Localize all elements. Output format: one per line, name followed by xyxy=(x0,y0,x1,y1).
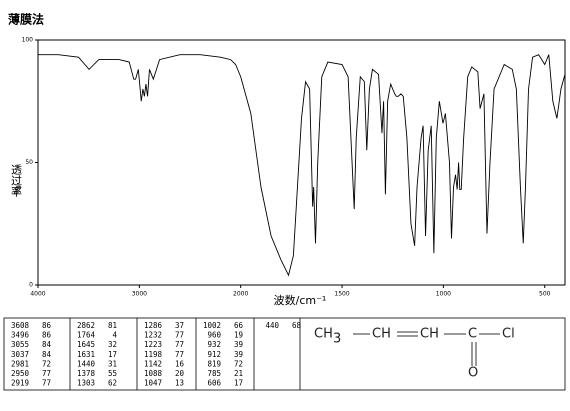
x-tick-label: 2000 xyxy=(233,291,248,298)
peak-wavenumber: 3496 xyxy=(11,331,30,340)
peak-wavenumber: 3055 xyxy=(11,340,29,349)
peak-transmittance: 62 xyxy=(108,379,117,388)
peak-transmittance: 19 xyxy=(234,331,243,340)
peak-transmittance: 77 xyxy=(175,331,184,340)
x-tick-label: 3000 xyxy=(132,291,147,298)
peak-transmittance: 4 xyxy=(112,331,117,340)
peak-transmittance: 32 xyxy=(108,340,117,349)
spectrum-line xyxy=(38,54,566,277)
peak-transmittance: 77 xyxy=(175,340,184,349)
y-tick-label: 0 xyxy=(29,282,33,289)
peak-wavenumber: 1223 xyxy=(144,340,162,349)
peak-wavenumber: 1303 xyxy=(77,379,95,388)
plot-frame xyxy=(37,39,566,286)
peak-transmittance: 39 xyxy=(234,350,243,359)
peak-transmittance: 86 xyxy=(42,331,52,340)
structure-bonds xyxy=(353,331,500,366)
x-tick-label: 1500 xyxy=(334,291,349,298)
peak-wavenumber: 819 xyxy=(207,359,221,368)
peak-transmittance: 68 xyxy=(292,321,302,330)
peak-wavenumber: 1286 xyxy=(144,321,163,330)
y-tick-label: 50 xyxy=(25,159,33,166)
peak-transmittance: 77 xyxy=(175,350,184,359)
peak-transmittance: 13 xyxy=(175,379,184,388)
x-axis-label: 波数/cm⁻¹ xyxy=(274,294,327,307)
peak-wavenumber: 1198 xyxy=(144,350,163,359)
peak-wavenumber: 3037 xyxy=(11,350,29,359)
chart-title: 薄膜法 xyxy=(8,12,44,27)
peak-wavenumber: 785 xyxy=(207,369,221,378)
peak-wavenumber: 1440 xyxy=(77,359,96,368)
peak-transmittance: 55 xyxy=(108,369,117,378)
peak-transmittance: 72 xyxy=(42,359,51,368)
peak-table: 3608 86 3496 86 3055 84 3037 84 2981 72 2950 77 2919… xyxy=(3,317,566,391)
peak-transmittance: 66 xyxy=(234,321,244,330)
peak-wavenumber: 2862 xyxy=(77,321,95,330)
y-axis-label: 透过率 xyxy=(10,164,23,198)
x-tick-label: 4000 xyxy=(30,291,45,298)
peak-transmittance: 21 xyxy=(234,369,243,378)
peak-transmittance: 31 xyxy=(108,359,117,368)
peak-wavenumber: 1764 xyxy=(77,331,96,340)
atom-label: Cl xyxy=(502,327,515,342)
peak-transmittance: 39 xyxy=(234,340,243,349)
x-tick-label: 500 xyxy=(539,291,551,298)
peak-wavenumber: 2919 xyxy=(11,379,29,388)
peak-wavenumber: 606 xyxy=(207,379,221,388)
peak-transmittance: 77 xyxy=(42,369,51,378)
peak-transmittance: 81 xyxy=(108,321,117,330)
peak-transmittance: 84 xyxy=(42,340,52,349)
peak-wavenumber: 960 xyxy=(207,331,221,340)
table-frame xyxy=(3,317,566,391)
peak-transmittance: 16 xyxy=(175,359,185,368)
peak-transmittance: 77 xyxy=(42,379,51,388)
peak-wavenumber: 932 xyxy=(207,340,221,349)
peak-transmittance: 72 xyxy=(234,359,243,368)
peak-wavenumber: 2981 xyxy=(11,359,29,368)
atom-label: CH xyxy=(372,327,391,342)
peak-wavenumber: 440 xyxy=(265,321,279,330)
peak-wavenumber: 1232 xyxy=(144,331,162,340)
peak-wavenumber: 1645 xyxy=(77,340,95,349)
peak-wavenumber: 1378 xyxy=(77,369,96,378)
peak-wavenumber: 1631 xyxy=(77,350,95,359)
atom-label: C xyxy=(468,327,477,342)
peak-wavenumber: 3608 xyxy=(11,321,30,330)
peak-wavenumber: 1088 xyxy=(144,369,163,378)
peak-transmittance: 86 xyxy=(42,321,52,330)
x-tick-label: 1000 xyxy=(436,291,451,298)
atom-label: O xyxy=(468,366,478,381)
peak-transmittance: 17 xyxy=(108,350,117,359)
peak-wavenumber: 912 xyxy=(207,350,221,359)
peak-wavenumber: 1047 xyxy=(144,379,162,388)
peak-wavenumber: 1142 xyxy=(144,359,162,368)
y-tick-label: 100 xyxy=(22,37,34,44)
peak-transmittance: 84 xyxy=(42,350,52,359)
peak-transmittance: 17 xyxy=(234,379,243,388)
y-axis-unit: % xyxy=(13,185,24,195)
atom-label: CH xyxy=(314,327,333,342)
peak-wavenumber: 2950 xyxy=(11,369,30,378)
atom-subscript: 3 xyxy=(333,332,341,347)
atom-label: CH xyxy=(420,327,439,342)
peak-transmittance: 37 xyxy=(175,321,184,330)
peak-transmittance: 20 xyxy=(175,369,185,378)
peak-wavenumber: 1002 xyxy=(203,321,221,330)
